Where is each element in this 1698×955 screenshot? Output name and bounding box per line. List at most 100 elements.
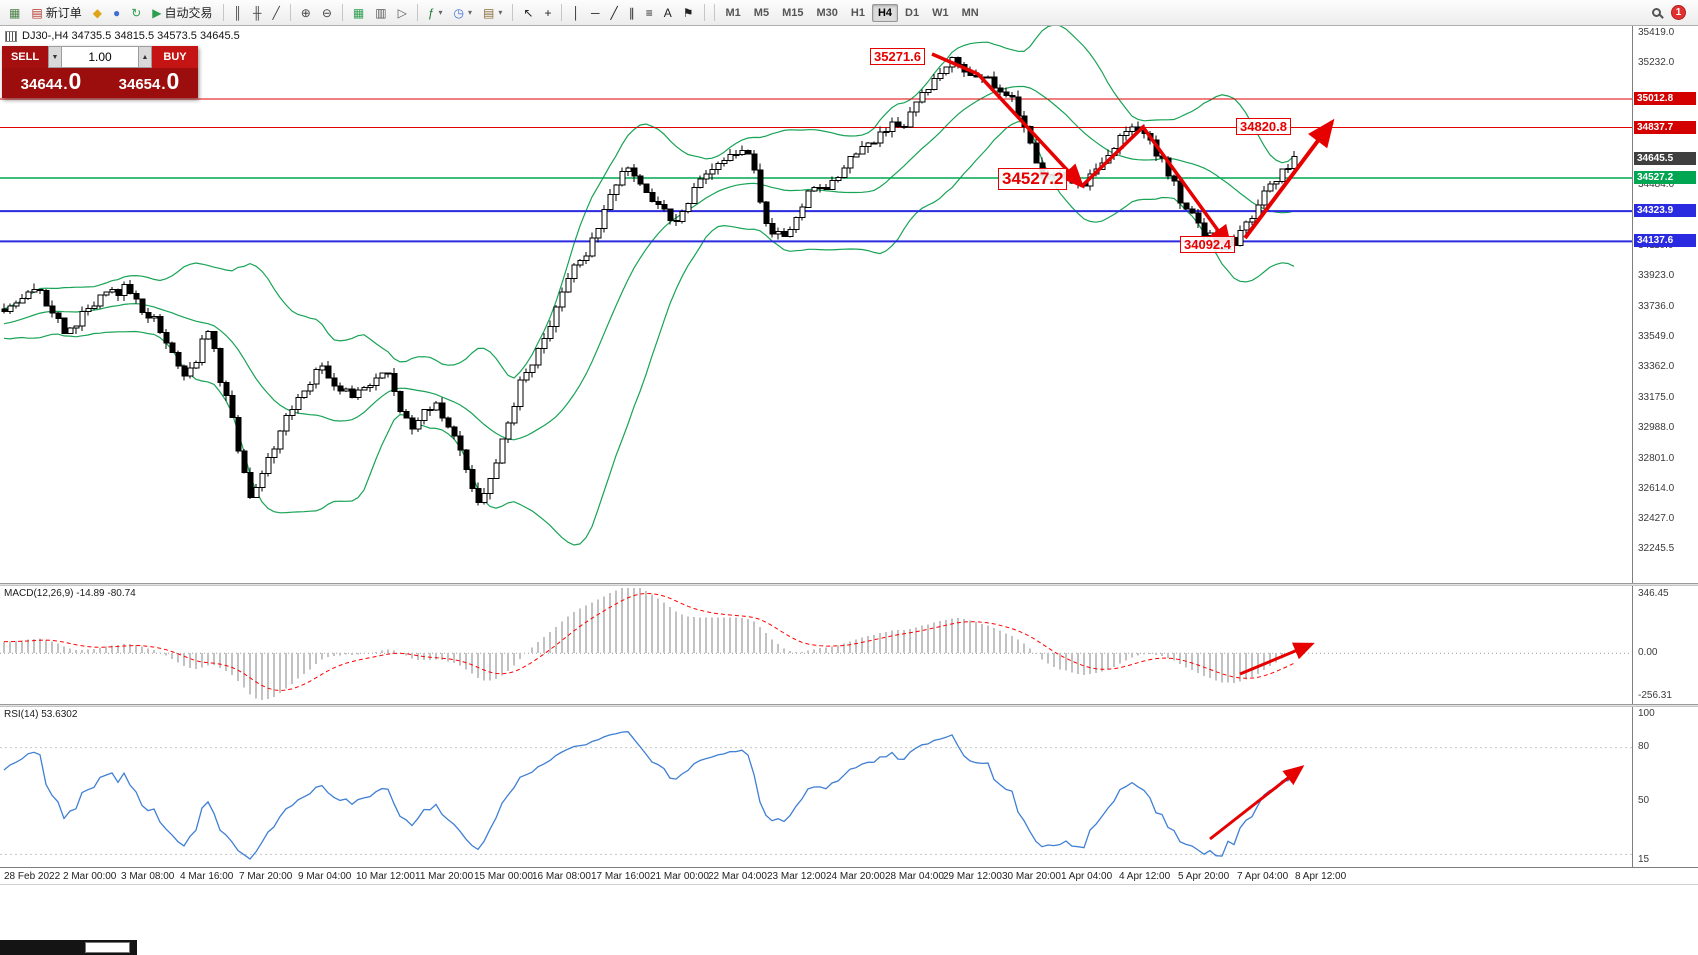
- bottom-area: [0, 884, 1698, 955]
- auto-arrange-icon: ▥: [375, 5, 387, 20]
- macd-label: MACD(12,26,9) -14.89 -80.74: [4, 588, 136, 599]
- notification-badge[interactable]: 1: [1671, 5, 1686, 20]
- refresh-button[interactable]: ↻: [126, 3, 146, 23]
- horizontal-line-button[interactable]: ─: [586, 3, 605, 23]
- rsi-panel[interactable]: RSI(14) 53.6302: [0, 707, 1632, 867]
- line-chart-button[interactable]: ╱: [268, 3, 285, 23]
- timeframe-d1[interactable]: D1: [905, 6, 920, 19]
- panel-divider[interactable]: [0, 704, 1698, 707]
- time-axis-label: 10 Mar 12:00: [356, 871, 415, 882]
- price-axis-label: 33549.0: [1638, 331, 1675, 342]
- time-axis-label: 9 Mar 04:00: [298, 871, 352, 882]
- rsi-svg[interactable]: [0, 707, 1632, 867]
- bollinger-lower-band: [3, 120, 1295, 546]
- annotation-swing-low[interactable]: 34092.4: [1180, 236, 1235, 253]
- channel-button[interactable]: ∥: [624, 3, 640, 23]
- price-axis: 35419.035232.034484.034297.034110.033923…: [1632, 26, 1698, 583]
- text-button[interactable]: A: [659, 3, 677, 23]
- trend-arrow-down-1[interactable]: [931, 52, 1085, 189]
- panel-divider[interactable]: [0, 583, 1698, 586]
- rsi-label: RSI(14) 53.6302: [4, 709, 78, 720]
- macd-arrow[interactable]: [1239, 642, 1315, 676]
- rsi-line: [3, 731, 1295, 860]
- tile-windows-button[interactable]: ▦: [348, 3, 369, 23]
- sell-button[interactable]: SELL: [2, 46, 48, 68]
- annotation-swing-high[interactable]: 35271.6: [870, 48, 925, 65]
- indicators-button[interactable]: ƒ ▾: [423, 3, 448, 23]
- time-axis-label: 7 Apr 04:00: [1237, 871, 1289, 882]
- timeframe-h4[interactable]: H4: [871, 3, 898, 22]
- annotation-lower-high[interactable]: 34820.8: [1236, 118, 1291, 135]
- trend-arrow-down-2[interactable]: [1080, 124, 1233, 250]
- crosshair-button[interactable]: +: [539, 3, 556, 23]
- arrow-label-icon: ⚑: [682, 5, 694, 20]
- auto-arrange-button[interactable]: ▥: [370, 3, 391, 23]
- channel-icon: ∥: [628, 5, 635, 20]
- bar-chart-button[interactable]: ║: [229, 3, 248, 23]
- publish-button[interactable]: ◆: [88, 3, 107, 23]
- community-icon: ●: [112, 5, 121, 20]
- autotrading-button[interactable]: ▶ 自动交易: [147, 3, 217, 23]
- periods-icon: ◷: [453, 5, 464, 20]
- timeframe-m5[interactable]: M5: [753, 6, 770, 19]
- price-axis-label: 33736.0: [1638, 301, 1675, 312]
- chart-shift-button[interactable]: ▷: [393, 3, 412, 23]
- time-axis-label: 4 Apr 12:00: [1119, 871, 1171, 882]
- volume-increase-button[interactable]: ▲: [138, 46, 152, 68]
- caret-down-icon: ▾: [498, 8, 503, 17]
- zoom-out-button[interactable]: ⊖: [317, 3, 337, 23]
- volume-decrease-button[interactable]: ▼: [48, 46, 62, 68]
- time-axis-label: 7 Mar 20:00: [239, 871, 293, 882]
- timeframe-m1[interactable]: M1: [725, 6, 741, 19]
- timeframe-m30[interactable]: M30: [816, 6, 838, 19]
- time-axis-label: 24 Mar 20:00: [826, 871, 885, 882]
- time-axis-label: 4 Mar 16:00: [180, 871, 234, 882]
- level-price-label: 34645.5: [1634, 152, 1696, 165]
- annotation-pullback-low[interactable]: 34527.2: [998, 168, 1068, 190]
- toolbar-separator: [341, 4, 343, 21]
- price-axis-label: 33175.0: [1638, 392, 1675, 403]
- timeframe-h1[interactable]: H1: [850, 6, 865, 19]
- publish-icon: ◆: [92, 5, 102, 20]
- fibonacci-button[interactable]: ≡: [641, 3, 658, 23]
- new-order-button[interactable]: ▤ 新订单: [26, 3, 86, 23]
- chart-window-button[interactable]: ▦: [4, 3, 25, 23]
- vertical-line-button[interactable]: │: [567, 3, 585, 23]
- cursor-button[interactable]: ↖: [518, 3, 538, 23]
- rsi-axis-label: 50: [1638, 795, 1650, 806]
- trend-arrow-up[interactable]: [1243, 118, 1335, 240]
- timeframe-mn[interactable]: MN: [961, 6, 979, 19]
- taskbar-button[interactable]: [85, 942, 130, 953]
- toolbar-separator: [222, 4, 224, 21]
- sell-price-button[interactable]: 34644. 0: [2, 68, 100, 98]
- macd-axis: 346.45 0.00 -256.31: [1632, 586, 1698, 704]
- price-axis-label: 32614.0: [1638, 483, 1675, 494]
- macd-panel[interactable]: MACD(12,26,9) -14.89 -80.74: [0, 586, 1632, 704]
- time-axis-label: 28 Feb 2022: [4, 871, 61, 882]
- community-button[interactable]: ●: [108, 3, 125, 23]
- timeframe-m15[interactable]: M15: [782, 6, 804, 19]
- price-chart-svg[interactable]: [0, 26, 1632, 583]
- candlestick-chart-button[interactable]: ╫: [248, 3, 267, 23]
- toolbar-separator: [416, 4, 418, 21]
- buy-price-button[interactable]: 34654. 0: [100, 68, 198, 98]
- price-axis-label: 34484.0: [1638, 179, 1675, 190]
- templates-button[interactable]: ▤ ▾: [478, 3, 507, 23]
- macd-svg[interactable]: [0, 586, 1632, 704]
- refresh-icon: ↻: [131, 5, 142, 20]
- rsi-axis-label: 15: [1638, 854, 1650, 865]
- rsi-arrow[interactable]: [1209, 765, 1305, 841]
- time-axis-label: 11 Mar 20:00: [415, 871, 474, 882]
- volume-input[interactable]: 1.00: [62, 46, 138, 68]
- periods-button[interactable]: ◷ ▾: [449, 3, 478, 23]
- level-price-label: 34527.2: [1634, 171, 1696, 184]
- main-chart-area[interactable]: DJ30-,H4 34735.5 34815.5 34573.5 34645.5…: [0, 26, 1632, 583]
- buy-button[interactable]: BUY: [152, 46, 198, 68]
- time-axis-label: 23 Mar 12:00: [767, 871, 826, 882]
- sell-price-big-digit: 0: [68, 68, 82, 94]
- arrow-label-button[interactable]: ⚑: [678, 3, 699, 23]
- trendline-button[interactable]: ╱: [605, 3, 622, 23]
- timeframe-w1[interactable]: W1: [932, 6, 949, 19]
- zoom-in-button[interactable]: ⊕: [296, 3, 316, 23]
- search-icon[interactable]: [1652, 8, 1661, 17]
